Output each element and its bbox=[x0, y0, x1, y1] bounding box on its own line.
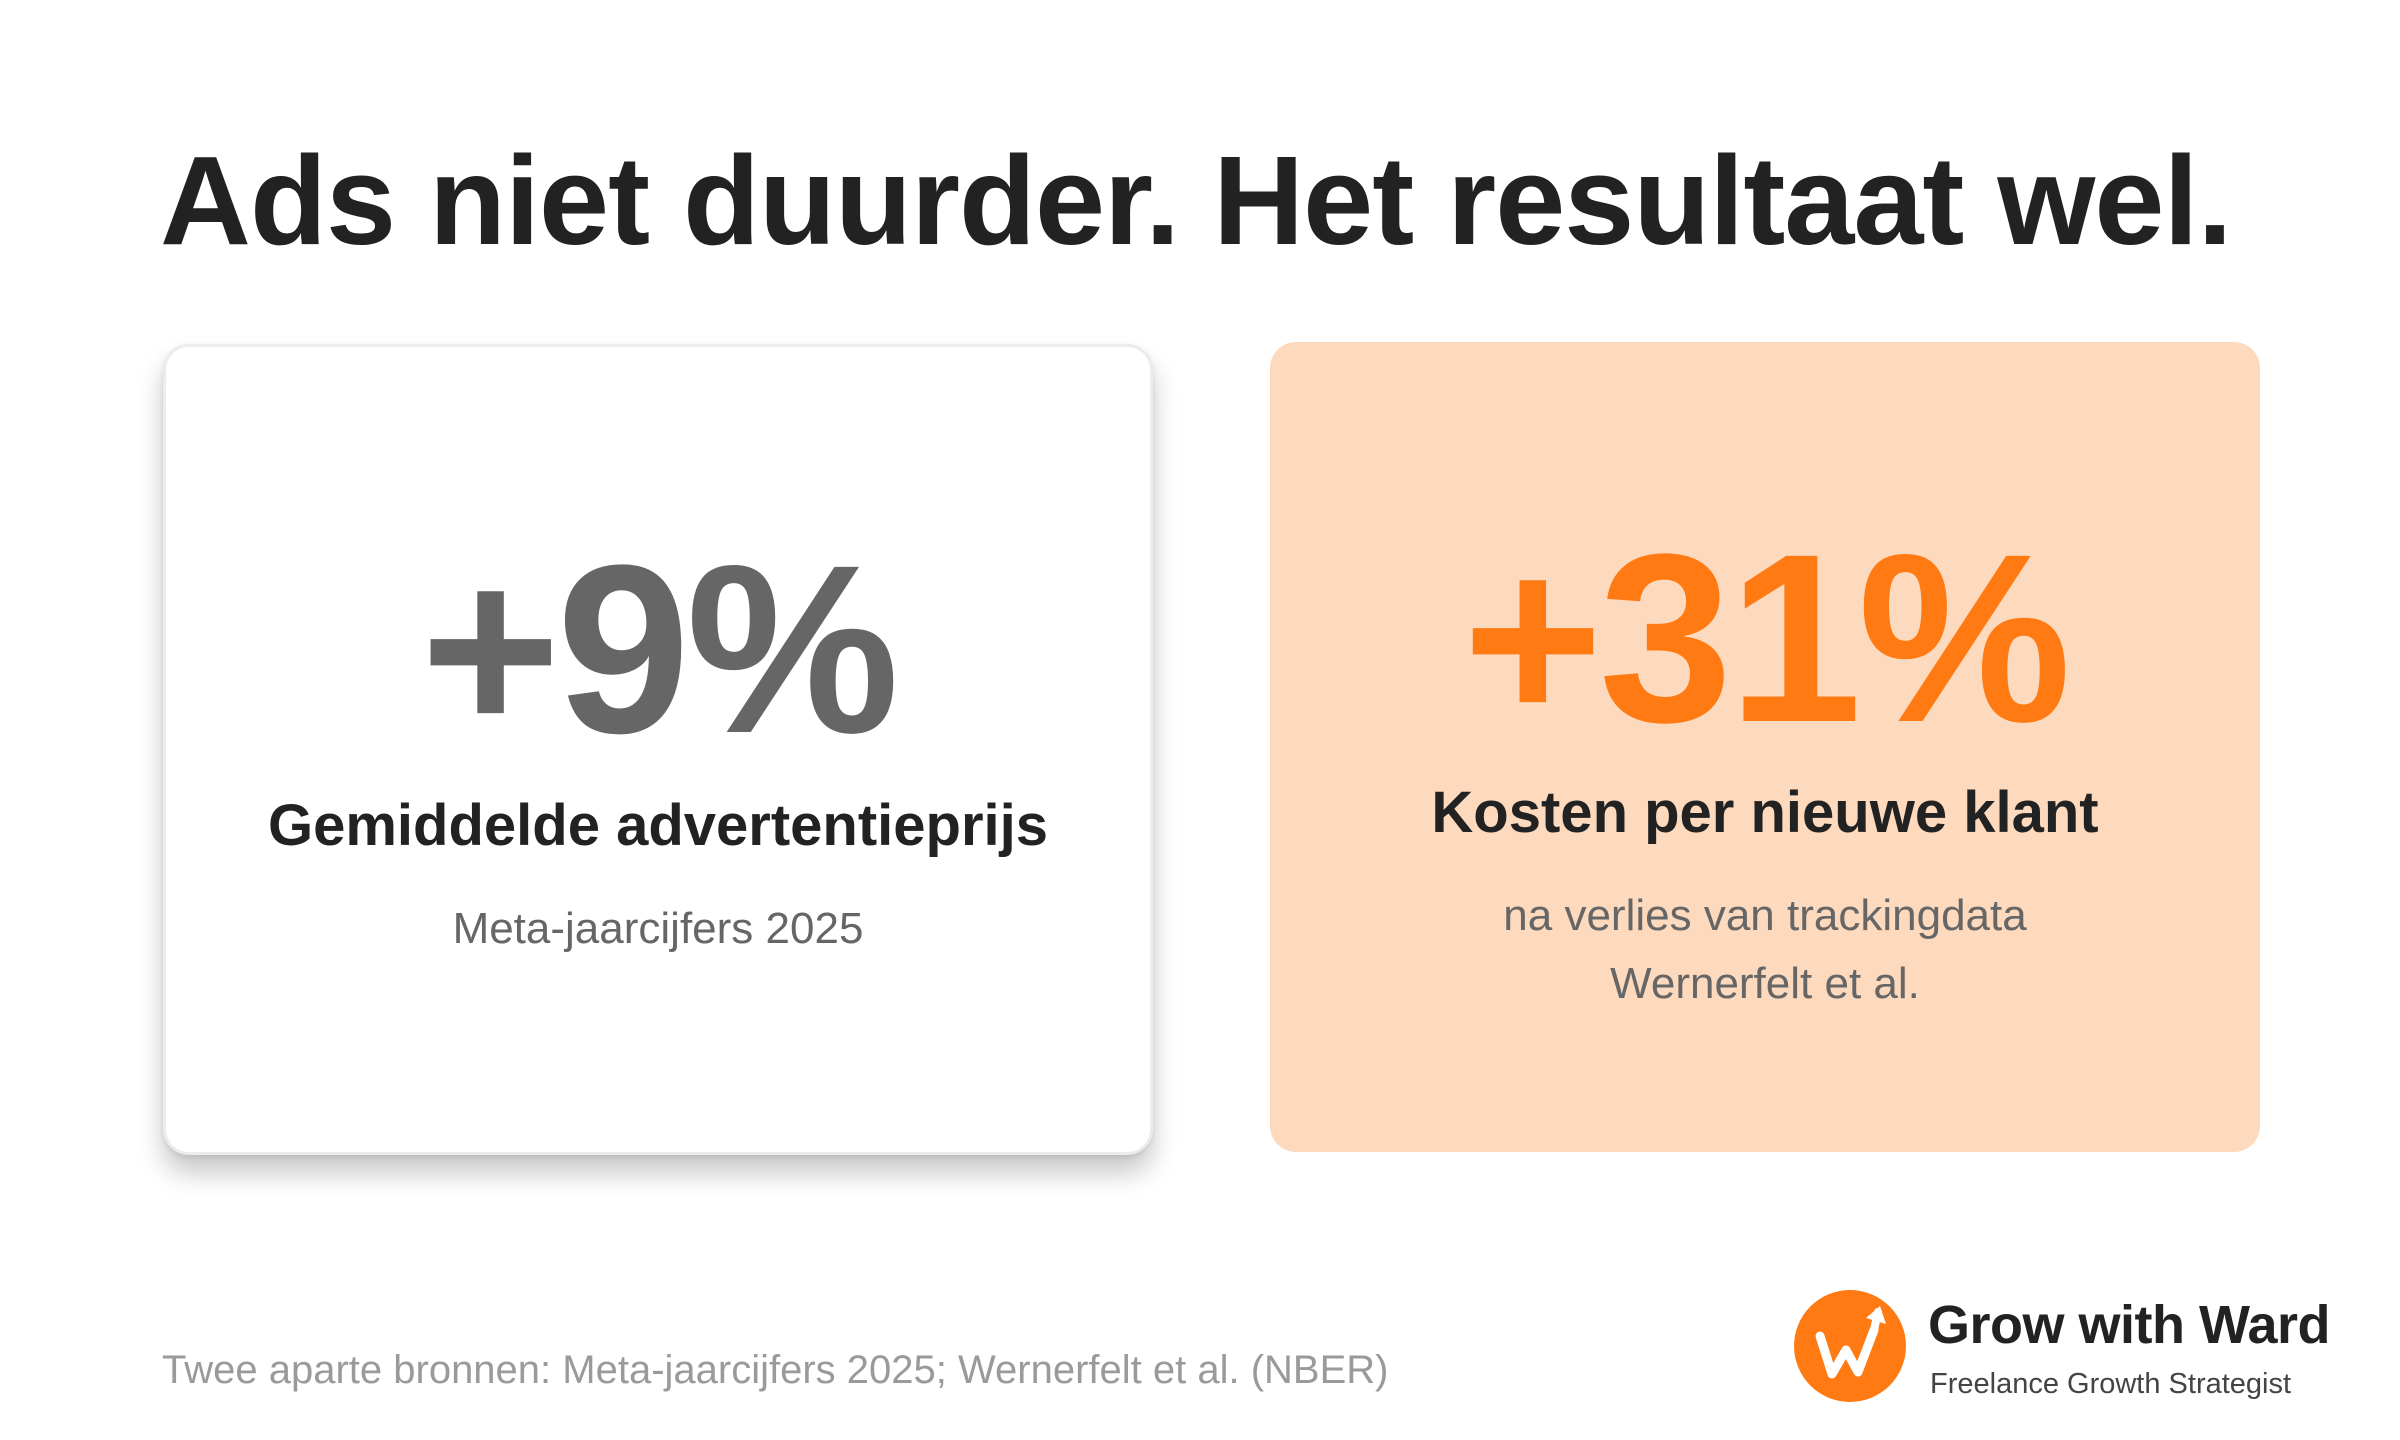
headline: Ads niet duurder. Het resultaat wel. bbox=[160, 130, 2232, 271]
stat-value: +9% bbox=[420, 515, 899, 783]
stat-value: +31% bbox=[1462, 504, 2072, 772]
growth-arrow-w-logo-icon bbox=[1794, 1290, 1906, 1402]
brand-name: Grow with Ward bbox=[1928, 1295, 2330, 1355]
brand-block: Grow with Ward Freelance Growth Strategi… bbox=[1794, 1290, 2354, 1410]
sources-footnote: Twee aparte bronnen: Meta-jaarcijfers 20… bbox=[162, 1348, 1389, 1392]
stat-card-customer-cost: +31% Kosten per nieuwe klant na verlies … bbox=[1270, 342, 2260, 1152]
stat-source-line: Meta-jaarcijfers 2025 bbox=[452, 904, 864, 953]
stat-card-ad-price: +9% Gemiddelde advertentieprijs Meta-jaa… bbox=[163, 344, 1153, 1155]
stat-source: Meta-jaarcijfers 2025 bbox=[166, 895, 1150, 963]
stat-label: Kosten per nieuwe klant bbox=[1431, 780, 2099, 845]
stat-source-line: na verlies van trackingdata bbox=[1503, 891, 2027, 940]
brand-tagline: Freelance Growth Strategist bbox=[1930, 1368, 2292, 1400]
stat-source-line: Wernerfelt et al. bbox=[1610, 959, 1920, 1008]
stat-label: Gemiddelde advertentieprijs bbox=[267, 793, 1049, 858]
stat-source: na verlies van trackingdata Wernerfelt e… bbox=[1270, 882, 2260, 1018]
